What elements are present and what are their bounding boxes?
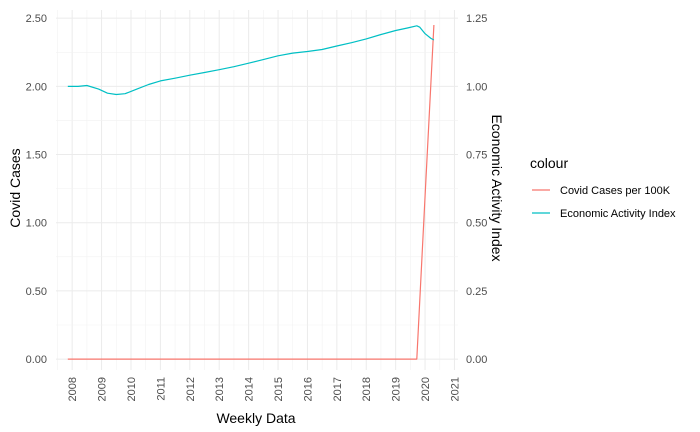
x-tick-label: 2015 <box>273 377 285 401</box>
x-tick-label: 2018 <box>361 377 373 401</box>
x-tick-label: 2012 <box>185 377 197 401</box>
x-tick-label: 2016 <box>302 377 314 401</box>
y2-tick-label: 0.00 <box>466 354 487 366</box>
x-tick-label: 2010 <box>126 377 138 401</box>
x-tick-label: 2013 <box>214 377 226 401</box>
y-tick-label: 1.50 <box>26 150 47 162</box>
y2-tick-label: 1.00 <box>466 81 487 93</box>
series-line <box>67 25 435 96</box>
series-layer <box>67 24 435 360</box>
x-tick-label: 2009 <box>97 377 109 401</box>
legend-label: Covid Cases per 100K <box>560 185 671 197</box>
series-line <box>67 24 435 360</box>
y-tick-label: 0.50 <box>26 286 47 298</box>
y2-axis-title: Economic Activity Index <box>489 114 505 261</box>
x-tick-label: 2021 <box>449 377 461 401</box>
y-tick-label: 1.00 <box>26 218 47 230</box>
legend-title: colour <box>530 155 568 171</box>
tick-layer: 0.00 0.50 1.00 1.50 2.00 2.50 0.00 0.25 0.50 0.75… <box>26 13 488 401</box>
x-tick-label: 2017 <box>332 377 344 401</box>
x-tick-label: 2020 <box>420 377 432 401</box>
y-tick-label: 0.00 <box>26 354 47 366</box>
y2-tick-label: 0.25 <box>466 286 487 298</box>
x-axis-title: Weekly Data <box>216 410 295 426</box>
x-tick-label: 2019 <box>391 377 403 401</box>
x-tick-label: 2014 <box>244 377 256 401</box>
legend: colour Covid Cases per 100K Economic Acti… <box>530 155 676 220</box>
legend-label: Economic Activity Index <box>560 208 676 220</box>
x-tick-label: 2008 <box>67 377 79 401</box>
y-tick-label: 2.50 <box>26 13 47 25</box>
y2-tick-label: 1.25 <box>466 13 487 25</box>
y-axis-title: Covid Cases <box>7 148 23 227</box>
x-tick-label: 2011 <box>155 377 167 401</box>
y-tick-label: 2.00 <box>26 81 47 93</box>
grid-layer <box>56 10 458 370</box>
legend-items: Covid Cases per 100K Economic Activity In… <box>532 185 676 220</box>
y2-tick-label: 0.75 <box>466 150 487 162</box>
y2-tick-label: 0.50 <box>466 218 487 230</box>
